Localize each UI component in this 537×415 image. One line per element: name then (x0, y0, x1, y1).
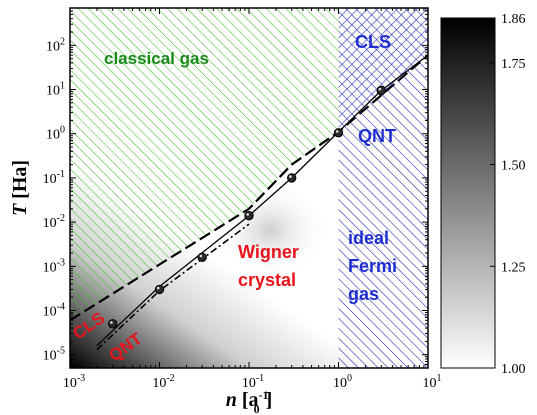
boundary-dashed-line (70, 54, 428, 322)
classical-gas-region (70, 8, 339, 321)
x-tick-label-0: 10-3 (63, 373, 85, 391)
axis-ticks: 10-3 10-2 10-1 100 101 10-5 10-4 10-3 10-2 10-1 10… (43, 7, 442, 391)
colorbar-label-0: 1.86 (501, 12, 526, 27)
x-axis-label: n [a-1 0] (226, 388, 272, 415)
marker-highlight-1 (156, 286, 160, 290)
y-tick-label-1: 10-4 (43, 302, 65, 320)
marker-point-6 (376, 85, 386, 96)
label-classical-gas: classical gas (104, 49, 209, 68)
marker-point-4 (287, 173, 297, 183)
y-tick-label-5: 100 (46, 125, 65, 143)
label-wigner: Wigner (238, 242, 299, 262)
colorbar-label-4: 1.00 (501, 362, 526, 377)
marker-highlight-5 (335, 130, 339, 133)
label-ideal: ideal (348, 228, 389, 248)
x-tick-label-4: 101 (423, 373, 442, 391)
y-tick-label-2: 10-3 (43, 257, 65, 275)
label-gas: gas (348, 284, 379, 304)
marker-point-5 (333, 128, 344, 138)
cls-crosshatch-region (338, 8, 428, 132)
label-qnt-blue: QNT (358, 126, 396, 146)
colorbar-ticks: 1.86 1.75 1.50 1.25 1.00 (490, 12, 526, 377)
plot-area (70, 8, 428, 368)
y-tick-label-4: 10-1 (43, 169, 65, 187)
x-tick-label-2: 10-1 (242, 373, 264, 391)
y-tick-label-0: 10-5 (43, 346, 65, 364)
marker-highlight-0 (110, 321, 113, 324)
marker-point-1 (154, 284, 165, 295)
label-cls-blue: CLS (355, 32, 391, 52)
marker-highlight-6 (378, 87, 382, 91)
y-axis-label: T [Ha] (9, 160, 31, 216)
y-tick-label-7: 102 (46, 36, 65, 54)
marker-point-2 (197, 252, 207, 262)
marker-point-3 (244, 211, 254, 221)
label-crystal: crystal (238, 270, 296, 290)
colorbar-label-3: 1.25 (501, 260, 526, 275)
marker-highlight-2 (199, 254, 203, 258)
label-fermi: Fermi (348, 256, 397, 276)
marker-highlight-3 (246, 213, 249, 216)
y-tick-label-6: 101 (46, 81, 65, 99)
x-tick-label-3: 100 (333, 373, 352, 391)
x-tick-label-1: 10-2 (152, 373, 174, 391)
marker-point-0 (108, 319, 118, 329)
colorbar-label-2: 1.50 (501, 159, 526, 174)
marker-highlight-4 (289, 175, 292, 178)
y-tick-label-3: 10-2 (43, 213, 65, 231)
colorbar (440, 17, 496, 369)
markers-group (108, 85, 386, 329)
colorbar-label-1: 1.75 (501, 57, 526, 72)
